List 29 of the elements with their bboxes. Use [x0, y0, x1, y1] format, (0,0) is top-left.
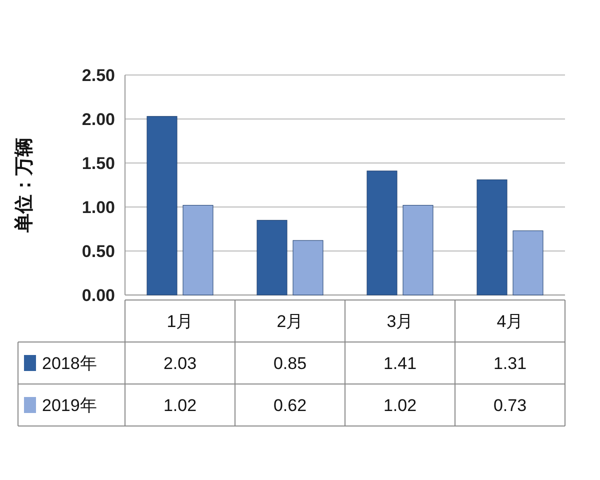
legend-label: 2019年: [42, 396, 97, 415]
data-label: 1.02: [383, 396, 417, 415]
x-tick-label: 1月: [166, 312, 194, 331]
bar: [182, 204, 214, 296]
y-tick-label: 1.00: [82, 198, 115, 217]
bar: [146, 116, 178, 296]
y-axis-title: 单位：万辆: [13, 138, 35, 234]
bar: [256, 220, 288, 296]
bar: [476, 179, 508, 296]
legend-label: 2018年: [42, 354, 97, 373]
y-tick-label: 2.50: [82, 66, 115, 85]
data-label: 2.03: [163, 354, 197, 373]
x-tick-label: 3月: [386, 312, 414, 331]
x-tick-label: 4月: [496, 312, 524, 331]
y-tick-label: 1.50: [82, 154, 115, 173]
y-tick-label: 2.00: [82, 110, 115, 129]
y-tick-label: 0.50: [82, 242, 115, 261]
bar: [512, 230, 544, 296]
data-label: 0.73: [493, 396, 527, 415]
data-label: 0.62: [273, 396, 307, 415]
data-label: 1.41: [383, 354, 417, 373]
bar: [402, 204, 434, 296]
data-label: 1.31: [493, 354, 527, 373]
data-label: 0.85: [273, 354, 307, 373]
bar: [292, 240, 324, 296]
y-tick-label: 0.00: [82, 286, 115, 305]
x-tick-label: 2月: [276, 312, 304, 331]
bar: [366, 170, 398, 296]
data-label: 1.02: [163, 396, 197, 415]
